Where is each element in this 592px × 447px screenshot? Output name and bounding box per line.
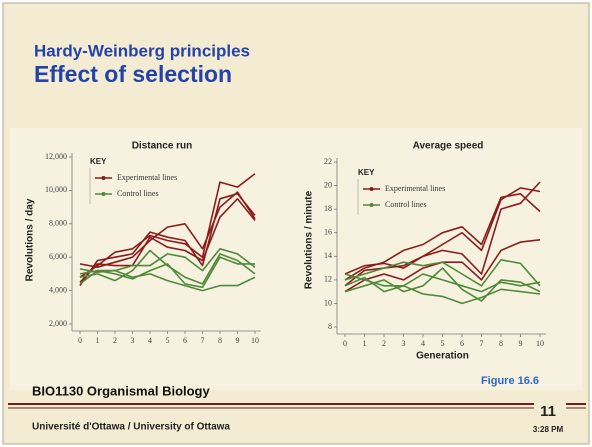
y-tick-label: 20 xyxy=(324,180,332,189)
figure-label: Figure 16.6 xyxy=(481,375,539,387)
y-tick-label: 14 xyxy=(324,251,332,260)
legend-label: Experimental lines xyxy=(117,173,177,182)
y-tick-label: 18 xyxy=(324,204,332,213)
x-tick-label: 8 xyxy=(499,339,503,348)
y-axis-label: Revolutions / day xyxy=(25,198,36,281)
x-tick-label: 7 xyxy=(480,339,484,348)
x-tick-label: 0 xyxy=(343,339,347,348)
data-line xyxy=(344,181,541,287)
x-tick-label: 6 xyxy=(183,336,187,345)
legend-title: KEY xyxy=(90,157,107,166)
data-line xyxy=(79,192,256,287)
y-tick-label: 8,000 xyxy=(49,219,67,228)
x-tick-label: 5 xyxy=(166,336,170,345)
x-tick-label: 7 xyxy=(201,336,205,345)
legend-marker xyxy=(369,187,374,191)
university-name: Université d'Ottawa / University of Otta… xyxy=(32,422,230,433)
x-tick-label: 4 xyxy=(421,339,425,348)
x-tick-label: 9 xyxy=(519,339,523,348)
y-tick-label: 10 xyxy=(324,298,332,307)
data-line xyxy=(79,256,255,289)
legend-marker xyxy=(369,203,374,207)
slide-title: Effect of selection xyxy=(34,61,232,87)
x-tick-label: 6 xyxy=(460,339,464,348)
data-line xyxy=(79,191,256,268)
x-tick-label: 8 xyxy=(218,336,222,345)
legend-label: Experimental lines xyxy=(385,184,445,193)
x-tick-label: 1 xyxy=(363,339,367,348)
x-axis-label: Generation xyxy=(416,351,469,362)
y-tick-label: 2,000 xyxy=(49,319,67,328)
x-tick-label: 10 xyxy=(251,336,259,345)
slide-time: 3:28 PM xyxy=(533,425,564,434)
slide-number: 11 xyxy=(540,403,556,420)
x-tick-label: 9 xyxy=(236,336,240,345)
data-line xyxy=(79,198,256,283)
data-line xyxy=(79,249,256,285)
y-tick-label: 10,000 xyxy=(45,185,67,194)
x-tick-label: 3 xyxy=(402,339,406,348)
data-line xyxy=(344,193,541,281)
data-line xyxy=(79,173,256,278)
data-line xyxy=(79,268,256,292)
chart-title: Average speed xyxy=(413,141,484,152)
data-line xyxy=(344,273,541,305)
charts: Distance run Revolutions / day 2,000 4,000 6… xyxy=(25,141,546,362)
legend-title: KEY xyxy=(358,168,375,177)
course-name: BIO1130 Organismal Biology xyxy=(32,383,210,398)
y-tick-label: 8 xyxy=(328,322,332,331)
x-tick-label: 3 xyxy=(131,336,135,345)
x-tick-label: 10 xyxy=(536,339,544,348)
x-tick-label: 4 xyxy=(148,336,152,345)
legend-label: Control lines xyxy=(117,189,159,198)
y-tick-label: 12,000 xyxy=(45,152,67,161)
data-line xyxy=(344,267,541,302)
x-tick-label: 2 xyxy=(382,339,386,348)
x-tick-label: 5 xyxy=(441,339,445,348)
y-tick-label: 22 xyxy=(324,157,332,166)
y-tick-label: 6,000 xyxy=(49,252,67,261)
data-line xyxy=(344,259,541,287)
y-tick-label: 12 xyxy=(324,275,332,284)
y-tick-label: 16 xyxy=(324,228,332,237)
x-tick-label: 0 xyxy=(78,336,82,345)
x-tick-label: 1 xyxy=(96,336,100,345)
chart-title: Distance run xyxy=(132,141,193,152)
data-line xyxy=(344,273,541,293)
y-axis-label: Revolutions / minute xyxy=(304,190,315,289)
slide-subtitle: Hardy-Weinberg principles xyxy=(34,41,250,60)
x-tick-label: 2 xyxy=(113,336,117,345)
legend-marker xyxy=(101,192,106,196)
legend-marker xyxy=(101,176,106,180)
y-tick-label: 4,000 xyxy=(49,285,67,294)
legend-label: Control lines xyxy=(385,200,427,209)
